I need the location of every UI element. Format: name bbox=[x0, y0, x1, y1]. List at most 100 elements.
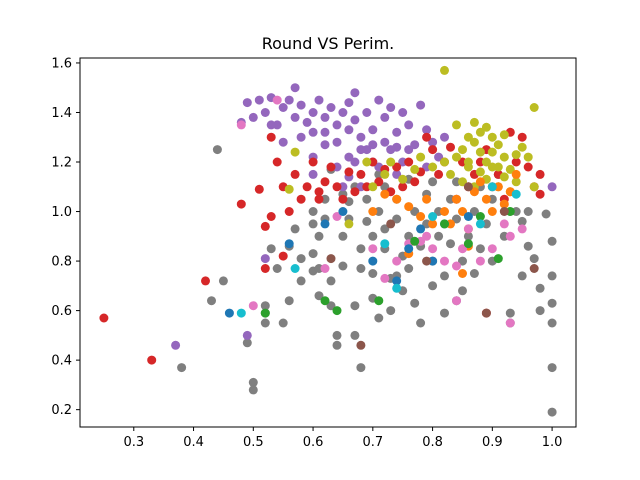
data-point bbox=[511, 177, 521, 187]
data-point bbox=[386, 145, 396, 155]
data-point bbox=[290, 224, 300, 234]
data-point bbox=[284, 296, 294, 306]
data-point bbox=[440, 65, 449, 75]
data-point bbox=[422, 256, 432, 266]
data-point bbox=[374, 296, 384, 306]
data-point bbox=[469, 187, 479, 197]
data-point bbox=[272, 157, 282, 167]
data-point bbox=[248, 377, 258, 387]
data-point bbox=[207, 296, 216, 306]
y-tick-label: 0.8 bbox=[51, 255, 72, 270]
data-point bbox=[410, 298, 420, 308]
data-point bbox=[547, 298, 557, 308]
data-point bbox=[344, 219, 354, 229]
data-point bbox=[523, 207, 533, 216]
x-tick-label: 0.5 bbox=[243, 435, 264, 450]
data-point bbox=[529, 254, 539, 264]
data-point bbox=[505, 308, 515, 318]
data-point bbox=[463, 231, 473, 241]
y-tick-label: 1.6 bbox=[51, 56, 72, 71]
data-point bbox=[428, 212, 438, 221]
data-point bbox=[314, 231, 324, 241]
data-point bbox=[475, 244, 485, 254]
data-point bbox=[463, 162, 473, 172]
data-point bbox=[332, 120, 342, 130]
data-point bbox=[266, 244, 276, 254]
data-point bbox=[481, 122, 491, 132]
data-point bbox=[308, 249, 318, 259]
data-point bbox=[386, 157, 396, 167]
data-point bbox=[535, 283, 545, 293]
data-point bbox=[356, 244, 366, 254]
data-point bbox=[290, 169, 300, 179]
data-point bbox=[260, 221, 270, 231]
data-point bbox=[308, 108, 318, 117]
data-point bbox=[344, 152, 354, 162]
data-point bbox=[320, 177, 330, 187]
data-point bbox=[517, 132, 527, 142]
data-point bbox=[362, 145, 372, 155]
data-point bbox=[99, 313, 109, 323]
data-point bbox=[481, 157, 491, 167]
data-point bbox=[452, 261, 461, 271]
data-point bbox=[284, 239, 294, 249]
data-point bbox=[350, 157, 360, 167]
y-axis: 0.2 0.4 0.6 0.8 1.0 1.2 1.4 1.6 bbox=[51, 56, 80, 418]
data-point bbox=[350, 115, 360, 125]
data-point bbox=[326, 276, 336, 286]
data-point bbox=[386, 103, 396, 112]
data-point bbox=[314, 187, 324, 197]
data-point bbox=[284, 207, 294, 216]
data-point bbox=[308, 127, 318, 137]
data-point bbox=[535, 169, 545, 179]
data-point bbox=[440, 207, 449, 216]
data-point bbox=[212, 145, 222, 155]
y-tick-label: 0.2 bbox=[51, 403, 72, 418]
data-point bbox=[242, 98, 252, 108]
data-point bbox=[362, 216, 372, 226]
data-point bbox=[499, 219, 509, 229]
data-point bbox=[481, 194, 491, 204]
data-point bbox=[487, 182, 497, 192]
data-point bbox=[505, 231, 515, 241]
data-point bbox=[469, 207, 479, 216]
data-point bbox=[344, 125, 354, 135]
data-point bbox=[356, 169, 366, 179]
data-point bbox=[314, 95, 324, 105]
data-point bbox=[338, 194, 348, 204]
data-point bbox=[458, 244, 467, 254]
data-point bbox=[404, 157, 414, 167]
data-point bbox=[463, 239, 473, 249]
data-point bbox=[266, 120, 276, 130]
data-point bbox=[278, 103, 288, 112]
data-point bbox=[380, 169, 390, 179]
data-point bbox=[320, 264, 330, 273]
data-point bbox=[428, 137, 438, 147]
data-point bbox=[338, 261, 348, 271]
data-point bbox=[308, 169, 318, 179]
data-point bbox=[416, 224, 426, 234]
data-point bbox=[475, 147, 485, 157]
data-point bbox=[338, 207, 348, 216]
data-point bbox=[422, 231, 432, 241]
plot-area-frame bbox=[79, 57, 577, 428]
data-point bbox=[368, 140, 378, 150]
data-point bbox=[475, 177, 485, 187]
y-tick-label: 0.6 bbox=[51, 304, 72, 319]
data-point bbox=[499, 207, 509, 216]
data-point bbox=[177, 363, 187, 373]
data-point bbox=[493, 254, 503, 264]
data-point bbox=[171, 340, 181, 350]
data-point bbox=[410, 207, 420, 216]
data-point bbox=[446, 239, 455, 249]
data-point bbox=[392, 127, 402, 137]
data-point bbox=[272, 264, 282, 273]
data-point bbox=[392, 194, 402, 204]
data-point bbox=[260, 264, 270, 273]
data-point bbox=[517, 224, 527, 234]
data-point bbox=[493, 140, 503, 150]
data-point bbox=[362, 194, 372, 204]
data-point bbox=[511, 169, 521, 179]
data-point bbox=[326, 162, 336, 172]
data-point bbox=[440, 157, 449, 167]
